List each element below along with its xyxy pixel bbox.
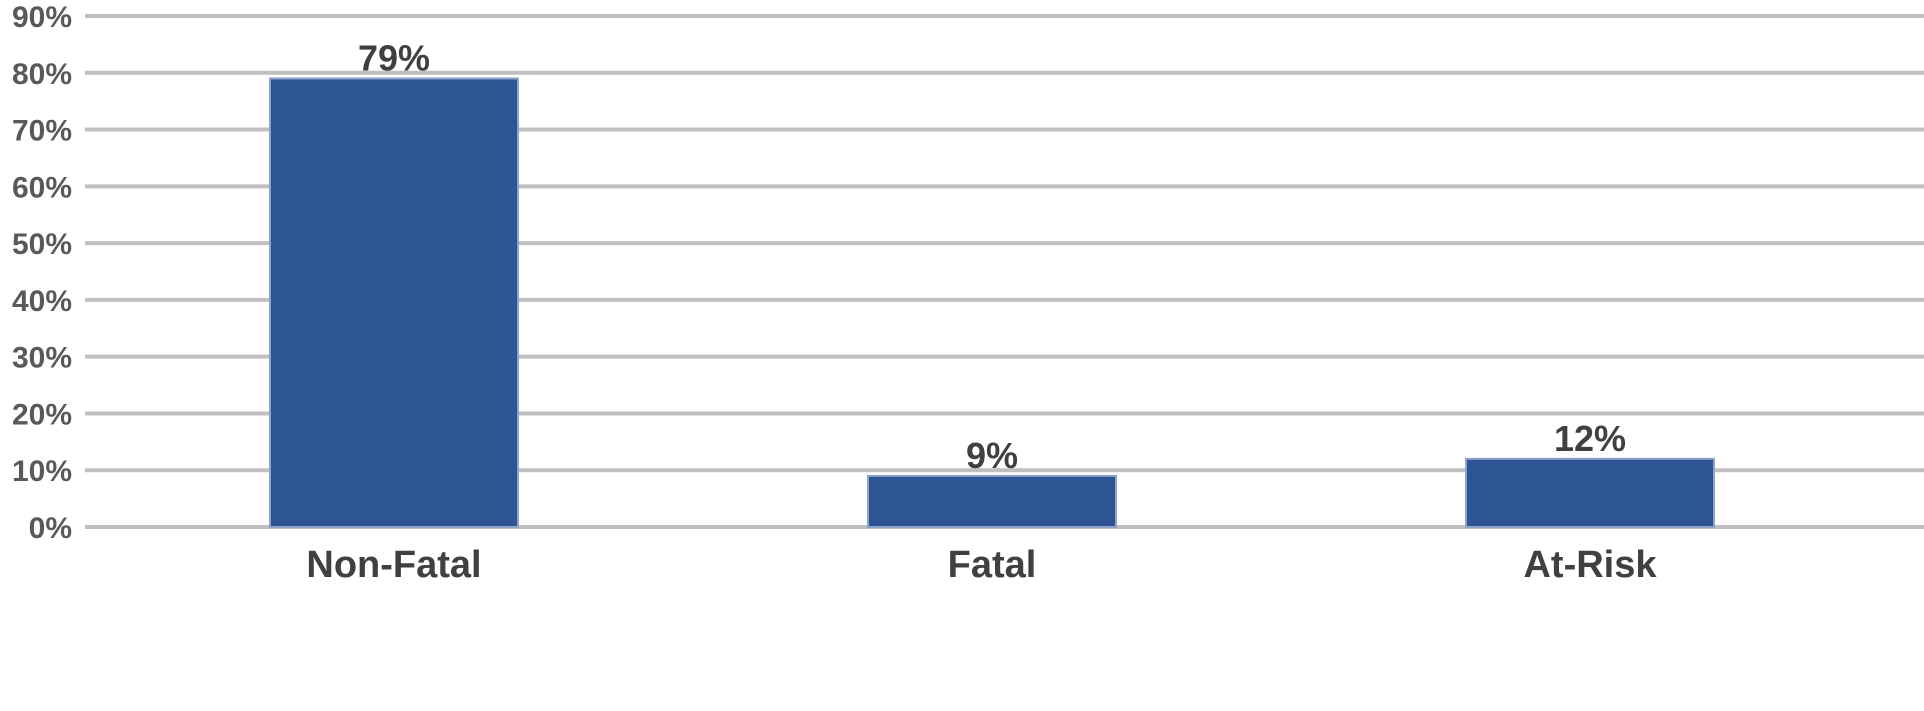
y-tick-label: 90% [12, 1, 72, 34]
y-tick-label: 20% [12, 398, 72, 431]
category-label: Non-Fatal [306, 544, 481, 586]
y-tick-label: 30% [12, 342, 72, 375]
y-tick-label: 40% [12, 285, 72, 318]
bar-fatal [867, 474, 1117, 528]
y-tick-label: 60% [12, 171, 72, 204]
category-label: Fatal [948, 544, 1037, 586]
y-tick-label: 0% [29, 512, 72, 545]
data-label: 79% [358, 37, 430, 78]
bar-non-fatal [269, 77, 519, 528]
data-label: 12% [1554, 418, 1626, 459]
y-tick-label: 70% [12, 115, 72, 148]
x-axis-category-labels: Non-Fatal Fatal At-Risk [306, 544, 1657, 586]
y-tick-label: 80% [12, 58, 72, 91]
y-tick-label: 50% [12, 228, 72, 261]
y-axis-tick-labels: 0% 10% 20% 30% 40% 50% 60% 70% 80% 90% [12, 1, 72, 545]
bar-at-risk [1465, 457, 1715, 528]
category-label: At-Risk [1523, 544, 1657, 586]
y-tick-label: 10% [12, 455, 72, 488]
data-labels: 79% 9% 12% [358, 37, 1626, 475]
data-label: 9% [966, 435, 1018, 476]
bars [269, 77, 1715, 528]
